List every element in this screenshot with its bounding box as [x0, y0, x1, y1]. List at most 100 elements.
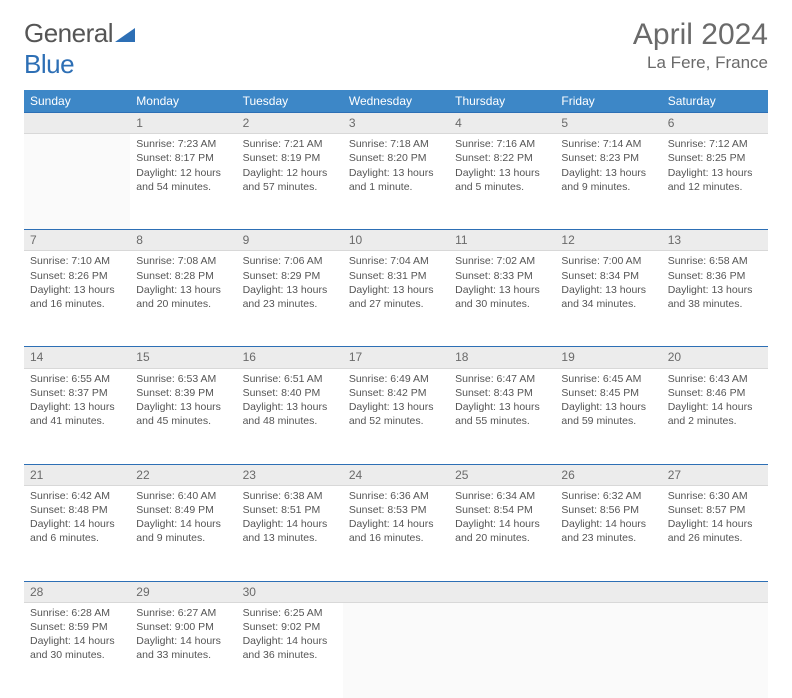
sunrise-line: Sunrise: 6:27 AM [136, 606, 230, 620]
day-number-cell: 28 [24, 581, 130, 602]
day-content-cell: Sunrise: 7:23 AMSunset: 8:17 PMDaylight:… [130, 134, 236, 230]
day-content-cell: Sunrise: 6:58 AMSunset: 8:36 PMDaylight:… [662, 251, 768, 347]
day-content-cell [24, 134, 130, 230]
weekday-header: Friday [555, 90, 661, 113]
sunset-line: Sunset: 8:53 PM [349, 503, 443, 517]
sunset-line: Sunset: 8:45 PM [561, 386, 655, 400]
day-content-cell: Sunrise: 7:16 AMSunset: 8:22 PMDaylight:… [449, 134, 555, 230]
daylight-line: Daylight: 13 hours and 55 minutes. [455, 400, 549, 428]
sunrise-line: Sunrise: 7:16 AM [455, 137, 549, 151]
day-number-cell [662, 581, 768, 602]
logo-part1: General [24, 18, 113, 48]
day-number-cell: 9 [237, 230, 343, 251]
daylight-line: Daylight: 14 hours and 6 minutes. [30, 517, 124, 545]
day-number-cell: 27 [662, 464, 768, 485]
day-content-cell: Sunrise: 7:00 AMSunset: 8:34 PMDaylight:… [555, 251, 661, 347]
logo-text: GeneralBlue [24, 18, 135, 80]
day-number-cell: 8 [130, 230, 236, 251]
weekday-header: Wednesday [343, 90, 449, 113]
daylight-line: Daylight: 13 hours and 52 minutes. [349, 400, 443, 428]
calendar-body: 123456Sunrise: 7:23 AMSunset: 8:17 PMDay… [24, 113, 768, 698]
logo-part2: Blue [24, 49, 74, 79]
day-content-cell: Sunrise: 7:02 AMSunset: 8:33 PMDaylight:… [449, 251, 555, 347]
sunrise-line: Sunrise: 6:43 AM [668, 372, 762, 386]
sunrise-line: Sunrise: 6:42 AM [30, 489, 124, 503]
day-number-row: 282930 [24, 581, 768, 602]
daylight-line: Daylight: 14 hours and 33 minutes. [136, 634, 230, 662]
weekday-header-row: SundayMondayTuesdayWednesdayThursdayFrid… [24, 90, 768, 113]
day-content-row: Sunrise: 7:10 AMSunset: 8:26 PM Daylight:… [24, 251, 768, 347]
day-content-cell: Sunrise: 6:51 AMSunset: 8:40 PMDaylight:… [237, 368, 343, 464]
day-number-cell: 21 [24, 464, 130, 485]
day-content-row: Sunrise: 6:28 AMSunset: 8:59 PMDaylight:… [24, 602, 768, 698]
sunset-line: Sunset: 8:42 PM [349, 386, 443, 400]
day-content-cell: Sunrise: 7:08 AMSunset: 8:28 PMDaylight:… [130, 251, 236, 347]
sunset-line: Sunset: 8:17 PM [136, 151, 230, 165]
day-number-cell: 26 [555, 464, 661, 485]
header: GeneralBlue April 2024 La Fere, France [24, 18, 768, 80]
sunrise-line: Sunrise: 6:40 AM [136, 489, 230, 503]
sunset-line: Sunset: 8:39 PM [136, 386, 230, 400]
daylight-line: Daylight: 14 hours and 16 minutes. [349, 517, 443, 545]
day-number-cell: 10 [343, 230, 449, 251]
sunset-line: Sunset: 8:26 PM [30, 269, 124, 283]
daylight-line: Daylight: 14 hours and 20 minutes. [455, 517, 549, 545]
sunrise-line: Sunrise: 7:12 AM [668, 137, 762, 151]
day-content-cell: Sunrise: 6:32 AMSunset: 8:56 PMDaylight:… [555, 485, 661, 581]
day-number-cell [343, 581, 449, 602]
sunset-line: Sunset: 8:33 PM [455, 269, 549, 283]
sunset-line: Sunset: 8:34 PM [561, 269, 655, 283]
daylight-line: Daylight: 14 hours and 30 minutes. [30, 634, 124, 662]
day-number-cell: 13 [662, 230, 768, 251]
sunset-line: Sunset: 8:46 PM [668, 386, 762, 400]
daylight-line: Daylight: 14 hours and 2 minutes. [668, 400, 762, 428]
sunrise-line: Sunrise: 6:49 AM [349, 372, 443, 386]
sunset-line: Sunset: 8:54 PM [455, 503, 549, 517]
sunrise-line: Sunrise: 7:18 AM [349, 137, 443, 151]
day-number-cell: 6 [662, 113, 768, 134]
day-number-cell [449, 581, 555, 602]
sunrise-line: Sunrise: 7:00 AM [561, 254, 655, 268]
day-number-cell: 24 [343, 464, 449, 485]
day-number-cell: 20 [662, 347, 768, 368]
day-number-cell: 29 [130, 581, 236, 602]
daylight-line: Daylight: 14 hours and 23 minutes. [561, 517, 655, 545]
day-number-cell: 1 [130, 113, 236, 134]
daylight-line: Daylight: 13 hours and 41 minutes. [30, 400, 124, 428]
sunset-line: Sunset: 8:25 PM [668, 151, 762, 165]
daylight-line: Daylight: 13 hours and 34 minutes. [561, 283, 655, 311]
daylight-line: Daylight: 13 hours and 27 minutes. [349, 283, 443, 311]
day-number-cell: 11 [449, 230, 555, 251]
sunrise-line: Sunrise: 7:10 AM [30, 254, 124, 268]
sunset-line: Sunset: 8:57 PM [668, 503, 762, 517]
day-content-cell: Sunrise: 7:12 AMSunset: 8:25 PMDaylight:… [662, 134, 768, 230]
day-number-row: 123456 [24, 113, 768, 134]
day-number-cell: 25 [449, 464, 555, 485]
day-number-row: 78910111213 [24, 230, 768, 251]
sunset-line: Sunset: 8:40 PM [243, 386, 337, 400]
sunrise-line: Sunrise: 7:08 AM [136, 254, 230, 268]
sunset-line: Sunset: 8:36 PM [668, 269, 762, 283]
day-content-cell: Sunrise: 6:30 AMSunset: 8:57 PMDaylight:… [662, 485, 768, 581]
sunrise-line: Sunrise: 6:28 AM [30, 606, 124, 620]
daylight-line: Daylight: 13 hours and 20 minutes. [136, 283, 230, 311]
sunrise-line: Sunrise: 6:25 AM [243, 606, 337, 620]
day-number-cell: 15 [130, 347, 236, 368]
sunrise-line: Sunrise: 6:32 AM [561, 489, 655, 503]
daylight-line: Daylight: 13 hours and 5 minutes. [455, 166, 549, 194]
day-number-cell: 22 [130, 464, 236, 485]
day-content-cell: Sunrise: 6:25 AMSunset: 9:02 PMDaylight:… [237, 602, 343, 698]
daylight-line: Daylight: 12 hours and 57 minutes. [243, 166, 337, 194]
logo: GeneralBlue [24, 18, 135, 80]
sunset-line: Sunset: 8:48 PM [30, 503, 124, 517]
sunset-line: Sunset: 8:37 PM [30, 386, 124, 400]
sunrise-line: Sunrise: 6:58 AM [668, 254, 762, 268]
logo-triangle-icon [115, 18, 135, 49]
weekday-header: Saturday [662, 90, 768, 113]
daylight-line: Daylight: 13 hours and 59 minutes. [561, 400, 655, 428]
daylight-line: Daylight: 13 hours and 38 minutes. [668, 283, 762, 311]
day-content-cell [449, 602, 555, 698]
day-content-cell: Sunrise: 6:34 AMSunset: 8:54 PMDaylight:… [449, 485, 555, 581]
daylight-line: Daylight: 13 hours and 9 minutes. [561, 166, 655, 194]
day-content-cell: Sunrise: 6:43 AMSunset: 8:46 PMDaylight:… [662, 368, 768, 464]
